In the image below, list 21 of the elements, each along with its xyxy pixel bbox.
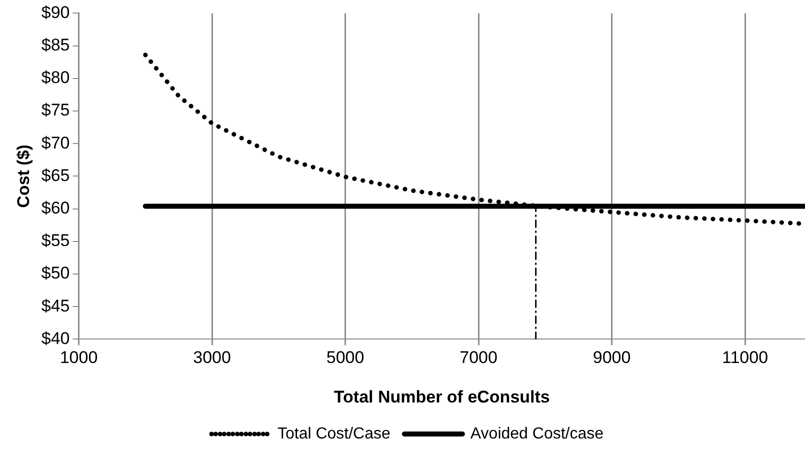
y-tick-label: $80 [41,68,70,88]
x-tick-label: 7000 [460,348,498,368]
y-tick-label: $60 [41,198,70,218]
x-tick-label: 1000 [60,348,98,368]
x-tick-label: 9000 [592,348,631,368]
y-tick-label: $70 [41,133,70,152]
legend-label: Avoided Cost/case [470,425,604,442]
y-tick-label: $40 [41,328,70,348]
x-tick-label: 3000 [193,348,231,368]
y-tick-label: $65 [41,166,70,185]
y-axis-title: Cost ($) [14,144,33,208]
y-tick-label: $75 [41,100,70,120]
x-tick-label: 5000 [326,348,364,368]
legend-label: Total Cost/Case [277,425,391,442]
y-tick-label: $55 [41,231,70,250]
x-tick-label: 11000 [722,348,768,368]
x-axis-title: Total Number of eConsults [334,387,550,406]
y-tick-label: $50 [41,264,70,283]
y-tick-label: $45 [41,296,70,316]
y-tick-label: $90 [41,2,70,22]
y-tick-label: $85 [41,35,70,54]
